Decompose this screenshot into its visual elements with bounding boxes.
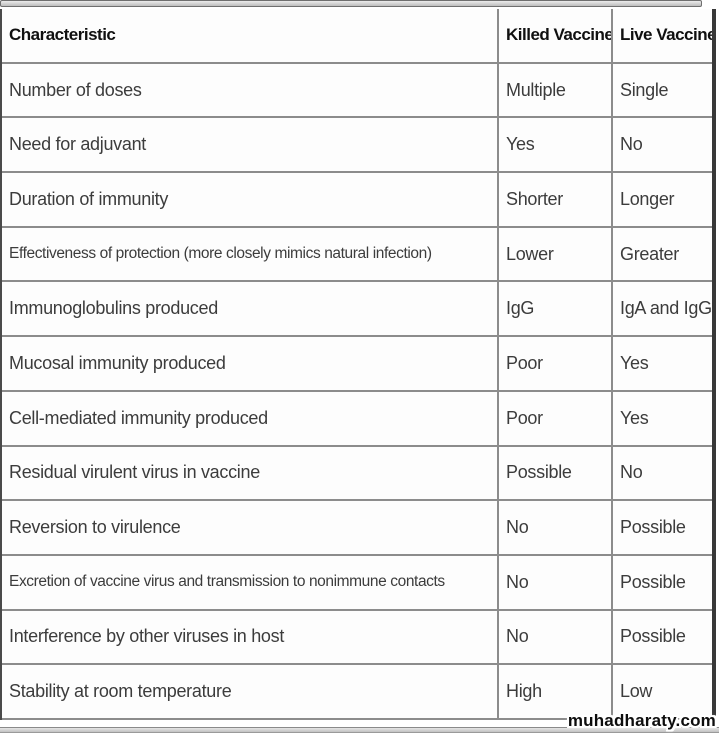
characteristic-cell: Duration of immunity xyxy=(2,173,499,228)
live-vaccine-cell: Possible xyxy=(613,501,712,556)
killed-vaccine-cell: No xyxy=(499,501,613,556)
table-header-row: Characteristic Killed Vaccine Live Vacci… xyxy=(2,9,712,64)
characteristic-cell: Interference by other viruses in host xyxy=(2,610,499,666)
table-row: Excretion of vaccine virus and transmiss… xyxy=(2,555,712,611)
top-divider-bar xyxy=(0,0,702,7)
killed-vaccine-cell: Possible xyxy=(499,446,613,502)
live-vaccine-cell: Longer xyxy=(613,173,712,228)
killed-vaccine-cell: Yes xyxy=(499,118,613,174)
table-row: Number of doses Multiple Single xyxy=(2,63,712,119)
killed-vaccine-cell: Multiple xyxy=(499,63,613,119)
vaccine-comparison-table: Characteristic Killed Vaccine Live Vacci… xyxy=(0,9,716,720)
characteristic-cell: Residual virulent virus in vaccine xyxy=(2,446,499,502)
header-cell-characteristic: Characteristic xyxy=(2,9,499,64)
table-row: Cell-mediated immunity produced Poor Yes xyxy=(2,391,712,447)
table-row: Duration of immunity Shorter Longer xyxy=(2,173,712,228)
live-vaccine-cell: Single xyxy=(613,63,712,119)
characteristic-cell: Mucosal immunity produced xyxy=(2,337,499,392)
watermark: muhadharaty.com xyxy=(567,711,716,730)
characteristic-cell: Immunoglobulins produced xyxy=(2,282,499,338)
characteristic-cell: Effectiveness of protection (more closel… xyxy=(2,227,499,283)
live-vaccine-cell: Greater xyxy=(613,227,712,283)
table-row: Immunoglobulins produced IgG IgA and IgG xyxy=(2,282,712,338)
live-vaccine-cell: No xyxy=(613,118,712,174)
characteristic-cell: Excretion of vaccine virus and transmiss… xyxy=(2,555,499,611)
killed-vaccine-cell: High xyxy=(499,665,613,720)
live-vaccine-cell: No xyxy=(613,446,712,502)
killed-vaccine-cell: No xyxy=(499,610,613,666)
live-vaccine-cell: Low xyxy=(613,665,712,720)
characteristic-cell: Need for adjuvant xyxy=(2,118,499,174)
killed-vaccine-cell: Poor xyxy=(499,391,613,447)
table-row: Effectiveness of protection (more closel… xyxy=(2,227,712,283)
header-cell-live-vaccine: Live Vaccine xyxy=(613,9,712,64)
table-row: Need for adjuvant Yes No xyxy=(2,118,712,174)
table-row: Interference by other viruses in host No… xyxy=(2,610,712,666)
live-vaccine-cell: IgA and IgG xyxy=(613,282,712,338)
live-vaccine-cell: Possible xyxy=(613,555,712,611)
live-vaccine-cell: Yes xyxy=(613,337,712,392)
killed-vaccine-cell: No xyxy=(499,555,613,611)
characteristic-cell: Reversion to virulence xyxy=(2,501,499,556)
killed-vaccine-cell: Lower xyxy=(499,227,613,283)
header-cell-killed-vaccine: Killed Vaccine xyxy=(499,9,613,64)
killed-vaccine-cell: Shorter xyxy=(499,173,613,228)
killed-vaccine-cell: IgG xyxy=(499,282,613,338)
table-row: Mucosal immunity produced Poor Yes xyxy=(2,337,712,392)
characteristic-cell: Number of doses xyxy=(2,63,499,119)
table-row: Stability at room temperature High Low xyxy=(2,665,712,720)
characteristic-cell: Stability at room temperature xyxy=(2,665,499,720)
table-row: Residual virulent virus in vaccine Possi… xyxy=(2,446,712,502)
live-vaccine-cell: Possible xyxy=(613,610,712,666)
killed-vaccine-cell: Poor xyxy=(499,337,613,392)
characteristic-cell: Cell-mediated immunity produced xyxy=(2,391,499,447)
live-vaccine-cell: Yes xyxy=(613,391,712,447)
table-row: Reversion to virulence No Possible xyxy=(2,501,712,556)
